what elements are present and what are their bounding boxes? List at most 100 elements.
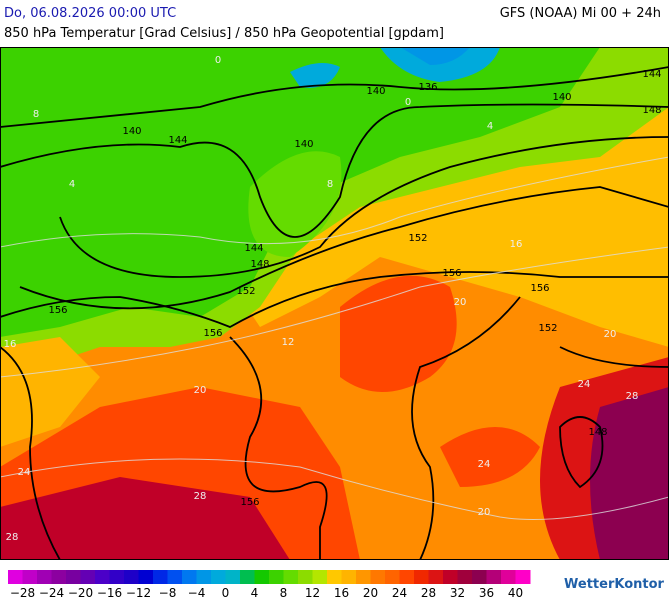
geopotential-label: 156 bbox=[48, 305, 67, 316]
legend-swatch bbox=[167, 570, 183, 584]
temperature-label: 28 bbox=[626, 391, 639, 402]
geopotential-label: 148 bbox=[250, 259, 269, 270]
temperature-label: 4 bbox=[487, 121, 493, 132]
temperature-label: 16 bbox=[510, 239, 523, 250]
temperature-label: 20 bbox=[604, 329, 617, 340]
legend-label: 12 bbox=[305, 586, 320, 600]
legend-label: −4 bbox=[188, 586, 206, 600]
temperature-label: 24 bbox=[578, 379, 591, 390]
legend: WetterKontor −28 −24 −20 −16 −12 −8 −4 0 4 8 12 16 2… bbox=[8, 570, 665, 600]
geopotential-label: 156 bbox=[240, 497, 259, 508]
temperature-label: 24 bbox=[18, 467, 31, 478]
geopotential-label: 156 bbox=[530, 283, 549, 294]
geopotential-label: 148 bbox=[588, 427, 607, 438]
brand-logo: WetterKontor bbox=[564, 577, 665, 592]
temperature-label: 24 bbox=[478, 459, 491, 470]
geopotential-label: 152 bbox=[538, 323, 557, 334]
warm-zone bbox=[440, 427, 540, 487]
legend-swatch bbox=[240, 570, 255, 584]
temperature-label: 20 bbox=[454, 297, 467, 308]
legend-swatch bbox=[443, 570, 458, 584]
legend-swatch bbox=[211, 570, 226, 584]
geopotential-label: 148 bbox=[642, 105, 661, 116]
legend-swatch bbox=[225, 570, 241, 584]
temperature-label: 4 bbox=[69, 179, 75, 190]
temperature-label: 20 bbox=[478, 507, 491, 518]
model-run: GFS (NOAA) Mi 00 + 24h bbox=[499, 6, 661, 21]
legend-swatch bbox=[428, 570, 444, 584]
legend-label: 0 bbox=[222, 586, 230, 600]
geopotential-label: 140 bbox=[122, 126, 141, 137]
legend-label: 32 bbox=[450, 586, 465, 600]
legend-label: −24 bbox=[39, 586, 64, 600]
cold-spot bbox=[290, 63, 340, 88]
hot-core bbox=[590, 387, 669, 560]
legend-swatch bbox=[8, 570, 23, 584]
legend-swatch bbox=[486, 570, 502, 584]
legend-label: 4 bbox=[251, 586, 259, 600]
legend-swatch bbox=[341, 570, 357, 584]
temperature-label: 28 bbox=[194, 491, 207, 502]
cold-core bbox=[400, 47, 470, 65]
legend-swatch bbox=[298, 570, 313, 584]
hot-zone bbox=[0, 477, 290, 560]
warm-zone bbox=[340, 275, 457, 392]
legend-swatch bbox=[109, 570, 125, 584]
legend-swatch bbox=[66, 570, 81, 584]
geopotential-label: 136 bbox=[418, 82, 437, 93]
temperature-label: 8 bbox=[327, 179, 333, 190]
geopotential-label: 140 bbox=[294, 139, 313, 150]
temperature-label: 0 bbox=[215, 55, 221, 66]
scandinavia-zone bbox=[248, 151, 342, 257]
legend-label: −16 bbox=[97, 586, 122, 600]
datetime: Do, 06.08.2026 00:00 UTC bbox=[4, 6, 177, 21]
legend-swatch bbox=[327, 570, 342, 584]
geopotential-label: 140 bbox=[366, 86, 385, 97]
legend-label: 24 bbox=[392, 586, 407, 600]
legend-swatch bbox=[356, 570, 371, 584]
legend-swatch bbox=[312, 570, 328, 584]
legend-swatch bbox=[501, 570, 516, 584]
legend-label: −20 bbox=[68, 586, 93, 600]
temperature-label: 28 bbox=[6, 532, 19, 543]
legend-swatch bbox=[80, 570, 96, 584]
legend-label: −8 bbox=[159, 586, 177, 600]
legend-swatch bbox=[472, 570, 487, 584]
legend-swatch bbox=[254, 570, 270, 584]
geopotential-label: 144 bbox=[244, 243, 263, 254]
temperature-label: 12 bbox=[282, 337, 295, 348]
legend-label: −28 bbox=[10, 586, 35, 600]
geopotential-label: 156 bbox=[442, 268, 461, 279]
temperature-label: 16 bbox=[4, 339, 17, 350]
legend-label: −12 bbox=[126, 586, 151, 600]
legend-swatch bbox=[515, 570, 531, 584]
legend-swatch bbox=[51, 570, 67, 584]
legend-swatch bbox=[124, 570, 139, 584]
legend-swatch bbox=[283, 570, 299, 584]
geopotential-label: 140 bbox=[552, 92, 571, 103]
atlantic-zone bbox=[0, 337, 100, 447]
geopotential-contours bbox=[0, 66, 669, 560]
map-title: 850 hPa Temperatur [Grad Celsius] / 850 … bbox=[4, 26, 445, 41]
temperature-label: 0 bbox=[405, 97, 411, 108]
legend-swatch bbox=[196, 570, 212, 584]
legend-label: 8 bbox=[280, 586, 288, 600]
legend-swatch bbox=[22, 570, 38, 584]
temperature-label: 8 bbox=[33, 109, 39, 120]
legend-label: 20 bbox=[363, 586, 378, 600]
legend-swatch bbox=[37, 570, 52, 584]
legend-swatch bbox=[385, 570, 400, 584]
legend-label: 36 bbox=[479, 586, 494, 600]
temperature-label: 20 bbox=[194, 385, 207, 396]
legend-label: 40 bbox=[508, 586, 523, 600]
geopotential-label: 152 bbox=[236, 286, 255, 297]
geopotential-label: 144 bbox=[642, 69, 661, 80]
cold-spot bbox=[380, 47, 500, 82]
weather-map: 144 140 136 140 144 148 140 140 144 148 152 152 156 1… bbox=[0, 47, 669, 560]
legend-swatch bbox=[138, 570, 154, 584]
legend-swatch bbox=[269, 570, 284, 584]
temperature-contours bbox=[0, 156, 669, 520]
legend-swatch bbox=[399, 570, 415, 584]
geopotential-label: 152 bbox=[408, 233, 427, 244]
